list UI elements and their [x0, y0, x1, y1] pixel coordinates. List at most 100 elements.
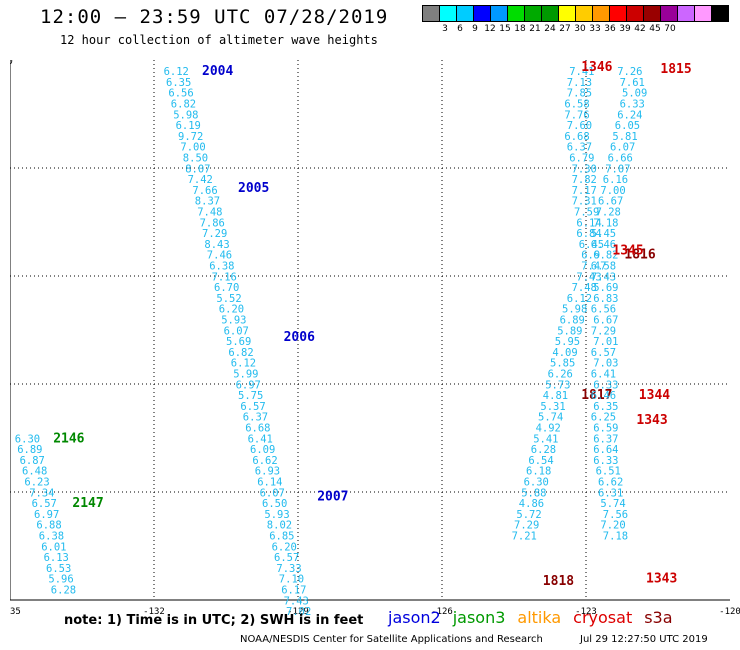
legend-label: 3	[442, 24, 448, 34]
swh-value: 6.57	[274, 552, 299, 564]
track-layer: 6.126.356.566.825.986.199.727.008.508.07…	[15, 60, 692, 618]
swh-value: 6.67	[598, 196, 623, 208]
legend-swatch	[456, 5, 474, 22]
swh-value: 7.48	[197, 207, 222, 219]
swh-value: 7.17	[572, 185, 597, 197]
swh-value: 6.46	[591, 390, 616, 402]
swh-value: 6.82	[228, 347, 253, 359]
swh-value: 6.20	[272, 541, 297, 553]
swh-value: 5.93	[221, 315, 246, 327]
legend-unit: (ft)	[712, 7, 726, 17]
swh-value: 6.37	[567, 142, 592, 154]
swh-value: 6.58	[564, 99, 589, 111]
legend-swatch	[711, 5, 729, 22]
swh-value: 6.28	[51, 585, 76, 597]
grid	[10, 60, 730, 601]
swh-value: 6.46	[591, 239, 616, 251]
swh-value: 6.07	[260, 487, 285, 499]
swh-value: 6.09	[250, 444, 275, 456]
swh-value: 6.38	[209, 261, 234, 273]
swh-value: 6.48	[22, 466, 47, 478]
swh-value: 7.43	[284, 595, 309, 607]
swh-value: 6.87	[20, 455, 45, 467]
legend-swatch	[541, 5, 559, 22]
legend-label: 30	[574, 24, 586, 34]
swh-value: 5.74	[538, 412, 563, 424]
legend-swatches	[422, 5, 729, 22]
legend-label: 6	[457, 24, 463, 34]
axis-labels: -135-132-129-126-123-1200246810	[10, 60, 740, 617]
swh-value: 7.47	[581, 261, 606, 273]
swh-value: 5.81	[612, 131, 637, 143]
swh-value: 7.18	[603, 531, 628, 543]
swh-value: 5.09	[622, 88, 647, 100]
swh-value: 6.56	[168, 88, 193, 100]
swh-value: 7.02	[286, 606, 311, 618]
legend-label: 18	[514, 24, 526, 34]
legend-swatch	[643, 5, 661, 22]
legend-label: 21	[529, 24, 541, 34]
legend-swatch	[609, 5, 627, 22]
swh-value: 6.79	[569, 153, 594, 165]
swh-value: 7.76	[564, 109, 589, 121]
legend-swatch	[473, 5, 491, 22]
swh-value: 4.09	[552, 347, 577, 359]
lon-tick-label: -132	[143, 607, 165, 617]
swh-value: 6.41	[248, 433, 273, 445]
swh-value: 6.68	[245, 423, 270, 435]
lat-tick-label: 10	[10, 60, 13, 67]
legend-label: 33	[589, 24, 601, 34]
pass-time-label: 1343	[636, 413, 667, 428]
swh-value: 6.01	[41, 541, 66, 553]
swh-value: 6.62	[598, 477, 623, 489]
pass-time-label: 2007	[317, 490, 348, 505]
swh-value: 6.57	[240, 401, 265, 413]
swh-value: 6.14	[257, 477, 282, 489]
swh-value: 7.20	[600, 520, 625, 532]
swh-value: 5.69	[226, 336, 251, 348]
legend-swatch	[660, 5, 678, 22]
swh-value: 5.74	[600, 498, 625, 510]
swh-value: 6.12	[164, 66, 189, 78]
swh-value: 6.85	[269, 531, 294, 543]
swh-value: 7.41	[569, 66, 594, 78]
track-j2-a: 6.126.356.566.825.986.199.727.008.508.07…	[164, 64, 349, 618]
swh-value: 6.30	[15, 433, 40, 445]
swh-value: 7.86	[200, 217, 225, 229]
swh-value: 8.02	[267, 520, 292, 532]
satellite-jason2: jason2	[388, 608, 441, 627]
swh-value: 6.25	[591, 412, 616, 424]
swh-value: 8.50	[183, 153, 208, 165]
pass-time-label: 1343	[646, 572, 677, 587]
satellite-s3a: s3a	[644, 608, 673, 627]
swh-value: 6.30	[524, 477, 549, 489]
swh-value: 5.52	[216, 293, 241, 305]
lon-tick-label: -123	[575, 607, 597, 617]
swh-value: 6.54	[528, 455, 553, 467]
legend-label: 12	[484, 24, 496, 34]
swh-value: 6.12	[567, 293, 592, 305]
swh-value: 6.45	[579, 239, 604, 251]
swh-value: 7.30	[572, 163, 597, 175]
track-j3-a: 6.306.896.876.486.237.346.576.976.886.38…	[15, 431, 104, 596]
swh-value: 5.88	[521, 487, 546, 499]
swh-value: 6.18	[526, 466, 551, 478]
swh-value: 6.97	[236, 379, 261, 391]
satellite-jason3: jason3	[452, 608, 506, 627]
swh-value: 5.93	[264, 509, 289, 521]
swh-value: 5.31	[540, 401, 565, 413]
legend-swatch	[524, 5, 542, 22]
swh-value: 5.72	[516, 509, 541, 521]
swh-value: 7.56	[603, 509, 628, 521]
swh-value: 6.84	[576, 228, 601, 240]
swh-value: 6.51	[596, 466, 621, 478]
color-legend: 3 6 9 12 15 18 21 24 27 30 33 36 39 42 45 70 (ft)	[422, 5, 729, 36]
swh-value: 7.29	[514, 520, 539, 532]
swh-value: 6.37	[593, 433, 618, 445]
swh-value: 5.99	[233, 369, 258, 381]
swh-value: 6.89	[560, 315, 585, 327]
swh-value: 7.00	[600, 185, 625, 197]
swh-value: 6.70	[214, 282, 239, 294]
lon-tick-label: -120	[719, 607, 740, 617]
swh-value: 8.07	[185, 163, 210, 175]
